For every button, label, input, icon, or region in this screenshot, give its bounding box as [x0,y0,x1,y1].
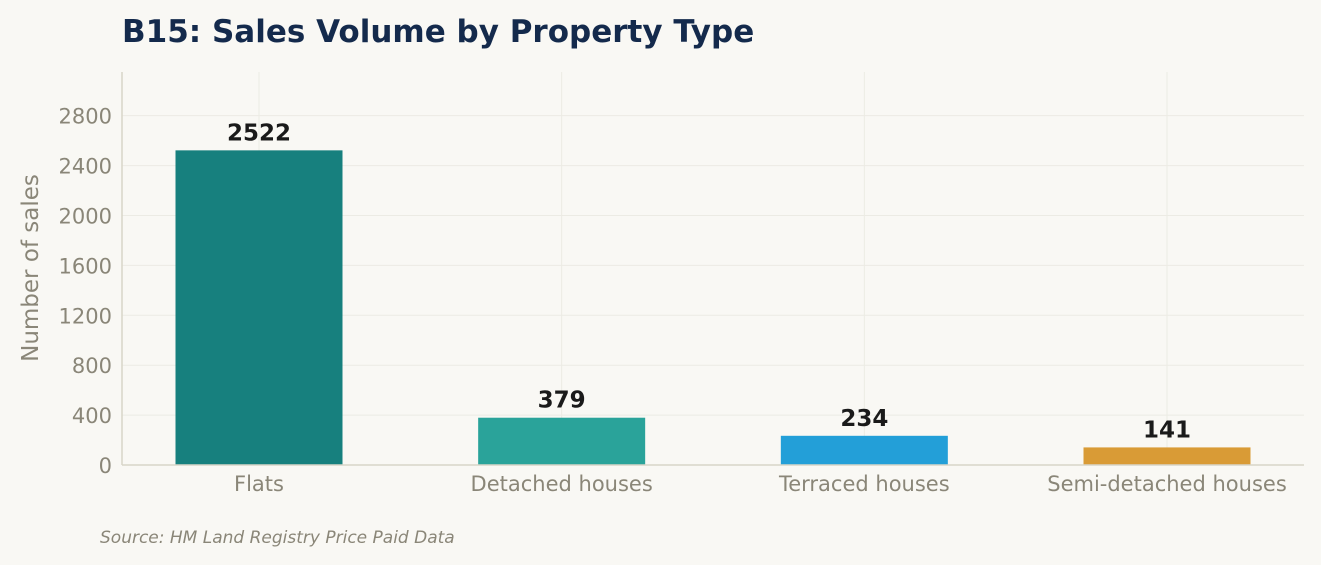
y-tick-label: 400 [72,404,112,428]
y-tick-label: 2400 [59,155,112,179]
x-tick-label: Detached houses [471,472,653,496]
y-tick-label: 2800 [59,105,112,129]
chart-title: B15: Sales Volume by Property Type [122,14,754,50]
x-tick-label: Semi-detached houses [1047,472,1287,496]
x-tick-label: Terraced houses [778,472,950,496]
y-tick-label: 0 [99,454,112,478]
y-tick-label: 800 [72,354,112,378]
data-label: 234 [840,406,888,432]
data-label: 2522 [227,120,291,146]
x-tick-labels: Flats Detached houses Terraced houses Semi-… [234,472,1287,496]
data-label: 379 [538,388,586,414]
y-tick-label: 1600 [59,254,112,278]
bar [175,150,343,466]
y-tick-labels: 0 400 800 1200 1600 2000 2400 2800 [59,105,112,478]
y-tick-label: 2000 [59,204,112,228]
x-tick-label: Flats [234,472,284,496]
data-labels: 2522 379 234 141 [227,120,1191,443]
bar [1083,447,1251,465]
bar [780,435,948,465]
source-note: Source: HM Land Registry Price Paid Data [100,528,455,548]
y-tick-label: 1200 [59,304,112,328]
y-axis-label: Number of sales [18,174,44,362]
bar [478,417,646,465]
bars [175,150,1251,466]
axes [121,72,1304,466]
data-label: 141 [1143,417,1191,443]
